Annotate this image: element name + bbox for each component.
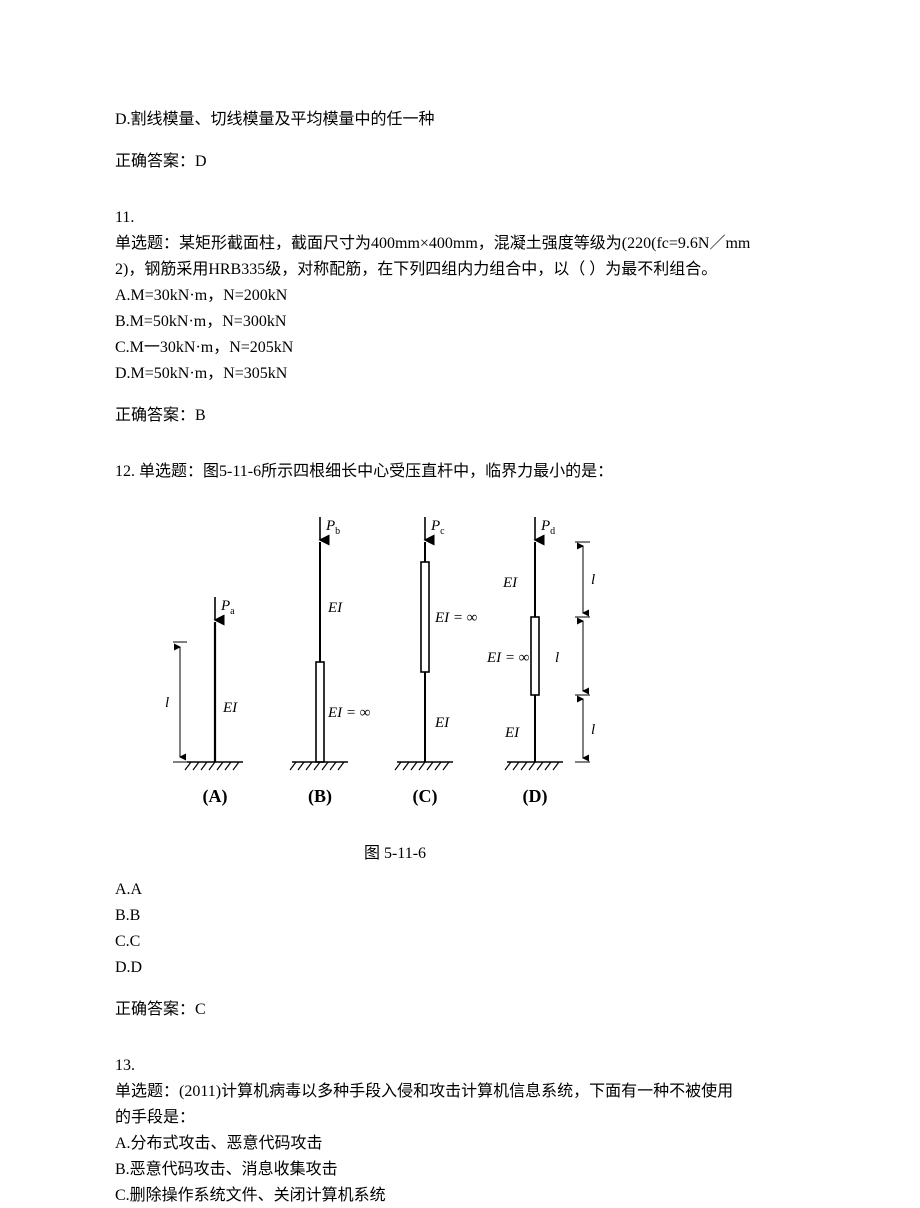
q13-option-b: B.恶意代码攻击、消息收集攻击 <box>115 1158 805 1182</box>
svg-text:EI: EI <box>502 575 518 591</box>
q11-option-b: B.M=50kN·m，N=300kN <box>115 310 805 334</box>
q11-number: 11. <box>115 206 805 230</box>
svg-text:l: l <box>555 650 559 666</box>
svg-text:EI: EI <box>434 715 450 731</box>
q13-option-a: A.分布式攻击、恶意代码攻击 <box>115 1132 805 1156</box>
q11-option-d: D.M=50kN·m，N=305kN <box>115 362 805 386</box>
q10-answer: 正确答案：D <box>115 150 805 174</box>
svg-text:l: l <box>591 572 595 588</box>
svg-text:(B): (B) <box>308 786 332 807</box>
q12-option-d: D.D <box>115 956 805 980</box>
q12-figure-caption: 图 5-11-6 <box>145 842 645 866</box>
svg-text:Pb: Pb <box>325 518 340 537</box>
column-b-diagram: Pb EI EI = ∞ (B) <box>290 517 371 807</box>
q11-option-a: A.M=30kN·m，N=200kN <box>115 284 805 308</box>
q11-option-c: C.M一30kN·m，N=205kN <box>115 336 805 360</box>
q12-option-a: A.A <box>115 878 805 902</box>
q13-number: 13. <box>115 1054 805 1078</box>
column-c-diagram: Pc EI = ∞ EI (C) <box>395 517 478 807</box>
svg-text:Pc: Pc <box>430 518 445 537</box>
svg-text:(A): (A) <box>203 786 228 807</box>
q12-answer: 正确答案：C <box>115 998 805 1022</box>
svg-text:l: l <box>591 722 595 738</box>
svg-text:EI = ∞: EI = ∞ <box>486 650 530 666</box>
q12-option-b: B.B <box>115 904 805 928</box>
q13-stem-2: 的手段是： <box>115 1106 805 1130</box>
svg-text:Pd: Pd <box>540 518 555 537</box>
svg-text:EI = ∞: EI = ∞ <box>327 705 371 721</box>
q12-stem: 12. 单选题：图5-11-6所示四根细长中心受压直杆中，临界力最小的是： <box>115 460 805 484</box>
column-a-diagram: Pa EI l (A) <box>165 597 243 807</box>
q13-option-c: C.删除操作系统文件、关闭计算机系统 <box>115 1184 805 1208</box>
svg-text:Pa: Pa <box>220 598 235 617</box>
column-d-diagram: Pd EI EI = ∞ EI l l l (D) <box>486 517 595 807</box>
q10-option-d: D.割线模量、切线模量及平均模量中的任一种 <box>115 108 805 132</box>
q11-stem-1: 单选题：某矩形截面柱，截面尺寸为400mm×400mm，混凝土强度等级为(220… <box>115 232 805 256</box>
q12-figure: Pa EI l (A) Pb EI EI = ∞ (B) Pc EI = ∞ E… <box>145 502 645 832</box>
q11-answer: 正确答案：B <box>115 404 805 428</box>
q13-stem-1: 单选题：(2011)计算机病毒以多种手段入侵和攻击计算机信息系统，下面有一种不被… <box>115 1080 805 1104</box>
q11-stem-2: 2)，钢筋采用HRB335级，对称配筋，在下列四组内力组合中，以（ ）为最不利组… <box>115 258 805 282</box>
svg-text:l: l <box>165 695 169 711</box>
q12-option-c: C.C <box>115 930 805 954</box>
svg-text:EI: EI <box>504 725 520 741</box>
svg-text:EI: EI <box>327 600 343 616</box>
svg-text:(C): (C) <box>413 786 438 807</box>
svg-text:EI = ∞: EI = ∞ <box>434 610 478 626</box>
svg-text:(D): (D) <box>523 786 548 807</box>
svg-text:EI: EI <box>222 700 238 716</box>
